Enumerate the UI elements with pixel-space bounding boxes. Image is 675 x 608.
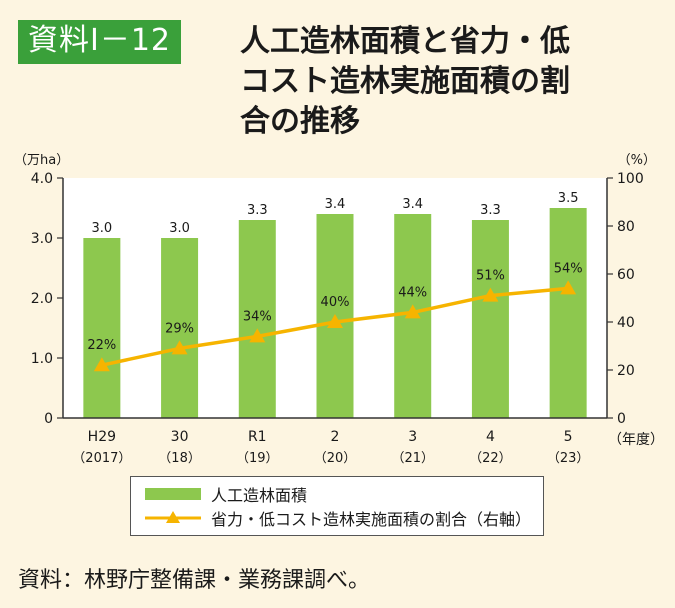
- bar-value-label-5: 3.3: [480, 203, 501, 218]
- line-marker-5: [482, 287, 499, 302]
- line-value-label-3: 40%: [321, 295, 350, 310]
- line-marker-4: [404, 304, 421, 319]
- chart-title: 人工造林面積と省力・低 コスト造林実施面積の割 合の推移: [240, 22, 660, 142]
- legend-swatch-line: [145, 511, 201, 523]
- bar-value-label-4: 3.4: [402, 197, 423, 212]
- source-note: 資料：林野庁整備課・業務課調べ。: [18, 568, 371, 593]
- x-tick-label-4: 3: [408, 429, 417, 445]
- legend-item-line: 省力・低コスト造林実施面積の割合（右軸）: [145, 508, 532, 529]
- bar-2: [238, 220, 276, 418]
- bar-0: [83, 238, 121, 418]
- line-marker-3: [327, 314, 343, 328]
- y-right-tick-label-4: 80: [617, 219, 635, 235]
- y-left-tick-label-3: 3.0: [31, 231, 53, 247]
- y-right-tick-label-0: 0: [617, 411, 626, 427]
- legend-label-line: 省力・低コスト造林実施面積の割合（右軸）: [211, 510, 532, 529]
- bar-value-label-6: 3.5: [558, 191, 579, 206]
- line-value-label-2: 34%: [243, 309, 272, 324]
- y-right-tick-label-1: 20: [617, 363, 635, 379]
- x-tick-label-0: H29: [88, 429, 116, 445]
- line-marker-1: [171, 340, 188, 355]
- x-tick-sublabel-1: （18）: [158, 451, 201, 466]
- line-value-label-6: 54%: [554, 261, 583, 276]
- y-right-tick-label-3: 60: [617, 267, 635, 283]
- line-value-label-1: 29%: [165, 321, 194, 336]
- legend-swatch-bar: [145, 488, 201, 500]
- line-marker-6: [560, 280, 577, 295]
- bar-value-label-1: 3.0: [169, 221, 190, 236]
- x-tick-sublabel-5: （22）: [469, 451, 512, 466]
- chart-header: 資料Ⅰ－12 人工造林面積と省力・低 コスト造林実施面積の割 合の推移: [18, 14, 668, 144]
- x-tick-sublabel-0: （2017）: [72, 451, 131, 466]
- line-value-label-5: 51%: [476, 269, 505, 284]
- line-value-label-0: 22%: [87, 338, 116, 353]
- bar-5: [471, 220, 509, 418]
- combo-chart: 3.0 3.0 3.3 3.4 3.4 3.3 3.5 0 1.0 2.0 3.0 4.0 0 20 40 6…: [14, 153, 664, 466]
- legend-item-bars: 人工造林面積: [145, 484, 308, 505]
- chart-title-line-1: 人工造林面積と省力・低: [240, 24, 570, 59]
- x-tick-sublabel-2: （19）: [236, 451, 279, 466]
- y-left-unit: （万ha）: [14, 153, 69, 168]
- line-value-label-4: 44%: [398, 285, 427, 300]
- y-right-tick-label-2: 40: [617, 315, 635, 331]
- y-left-tick-label-2: 2.0: [31, 291, 53, 307]
- bar-value-label-0: 3.0: [92, 221, 113, 236]
- chart-title-line-2: コスト造林実施面積の割: [240, 64, 570, 99]
- x-tick-label-1: 30: [171, 429, 189, 445]
- y-right-tick-label-5: 100: [617, 171, 644, 187]
- line-marker-0: [93, 357, 110, 372]
- legend-label-bars: 人工造林面積: [211, 486, 308, 505]
- x-axis-unit: （年度）: [608, 432, 664, 448]
- bar-value-label-3: 3.4: [325, 197, 346, 212]
- x-tick-label-2: R1: [248, 429, 267, 445]
- x-tick-label-5: 4: [486, 429, 495, 445]
- y-left-tick-label-4: 4.0: [31, 171, 53, 187]
- y-left-tick-label-0: 0: [44, 411, 53, 427]
- y-left-tick-label-1: 1.0: [31, 351, 53, 367]
- x-tick-sublabel-4: （21）: [391, 451, 434, 466]
- x-tick-label-3: 2: [331, 429, 340, 445]
- y-right-unit: （%）: [618, 153, 656, 168]
- x-tick-sublabel-3: （20）: [314, 451, 357, 466]
- plot-area: 3.0 3.0 3.3 3.4 3.4 3.3 3.5 0 1.0 2.0 3.0 4.0 0 20 40 6…: [14, 153, 664, 466]
- figure-number-badge: 資料Ⅰ－12: [18, 20, 182, 64]
- chart-title-line-3: 合の推移: [240, 104, 360, 139]
- bar-6: [549, 208, 587, 418]
- x-tick-sublabel-6: （23）: [547, 451, 590, 466]
- chart-legend: 人工造林面積 省力・低コスト造林実施面積の割合（右軸）: [130, 476, 544, 536]
- bar-value-label-2: 3.3: [247, 203, 268, 218]
- x-tick-label-6: 5: [564, 429, 573, 445]
- line-marker-2: [249, 328, 266, 343]
- bar-1: [161, 238, 199, 418]
